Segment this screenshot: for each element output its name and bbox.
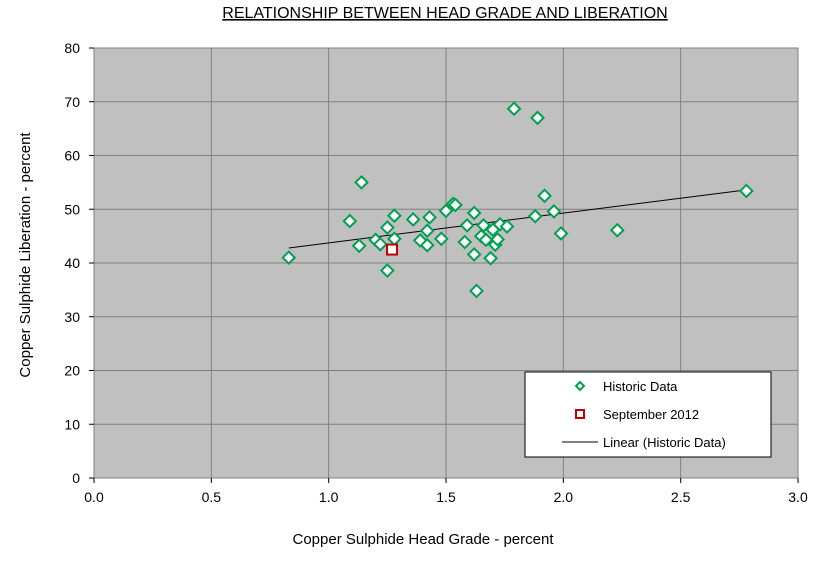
historic-data-point <box>459 217 475 233</box>
historic-data-point <box>457 234 473 250</box>
historic-data-point <box>351 238 367 254</box>
x-axis-label: Copper Sulphide Head Grade - percent <box>293 531 555 548</box>
historic-data-point <box>419 223 435 239</box>
historic-data-point <box>530 110 545 126</box>
historic-data-point <box>499 219 515 234</box>
legend-label: September 2012 <box>603 407 699 422</box>
historic-data-point <box>354 174 369 190</box>
historic-data-point <box>419 237 435 253</box>
legend-september-swatch <box>575 409 585 419</box>
x-tick-label: 0.0 <box>84 489 104 505</box>
historic-data-point <box>422 209 437 225</box>
y-tick-label: 60 <box>64 148 80 164</box>
historic-data-point <box>405 212 421 227</box>
historic-data-point <box>372 236 388 252</box>
historic-data-point <box>386 208 402 224</box>
data-points <box>281 101 754 299</box>
trend-line <box>288 189 747 249</box>
legend-box <box>524 371 772 458</box>
legend-historic-swatch <box>574 380 586 392</box>
historic-data-point <box>478 232 494 248</box>
x-tick-label: 3.0 <box>788 489 808 505</box>
y-tick-label: 10 <box>64 416 80 432</box>
september-2012-point <box>386 243 399 256</box>
x-tick-label: 1.5 <box>436 489 456 505</box>
legend-label: Linear (Historic Data) <box>603 435 726 450</box>
historic-data-point <box>379 220 395 235</box>
historic-data-point <box>546 203 562 219</box>
x-tick-label: 2.5 <box>671 489 691 505</box>
y-tick-label: 30 <box>64 309 80 325</box>
historic-data-point <box>553 226 569 241</box>
historic-data-point <box>433 231 449 247</box>
historic-data-point <box>490 231 506 247</box>
historic-data-point <box>379 263 395 278</box>
historic-data-point <box>342 213 358 229</box>
historic-data-point <box>469 283 484 299</box>
historic-data-point <box>476 217 491 233</box>
historic-data-point <box>527 208 543 224</box>
y-tick-label: 70 <box>64 94 80 110</box>
y-tick-label: 20 <box>64 363 80 379</box>
x-tick-label: 0.5 <box>202 489 222 505</box>
historic-data-point <box>537 188 552 204</box>
y-axis-label: Copper Sulphide Liberation - percent <box>17 132 34 378</box>
historic-data-point <box>483 250 499 266</box>
historic-data-point <box>609 222 625 238</box>
legend-items: Historic Data September 2012 Linear (Histo… <box>562 379 726 450</box>
historic-data-point <box>738 183 754 199</box>
historic-data-point <box>466 246 482 262</box>
y-tick-label: 0 <box>72 470 80 486</box>
legend: Historic Data September 2012 Linear (Histo… <box>524 371 772 458</box>
y-tick-label: 80 <box>64 40 80 56</box>
x-tick-label: 2.0 <box>554 489 574 505</box>
historic-data-point <box>506 101 522 117</box>
historic-data-point <box>466 205 482 221</box>
y-tick-label: 40 <box>64 255 80 271</box>
historic-data-point <box>438 203 454 219</box>
x-axis-ticks: 0.0 0.5 1.0 1.5 2.0 2.5 3.0 <box>84 478 808 505</box>
y-axis-ticks: 0 10 20 30 40 50 60 70 80 <box>64 40 94 486</box>
x-tick-label: 1.0 <box>319 489 339 505</box>
legend-label: Historic Data <box>603 379 678 394</box>
historic-data-point <box>447 197 463 213</box>
trend-line-layer <box>288 189 747 249</box>
y-tick-label: 50 <box>64 201 80 217</box>
chart-title: RELATIONSHIP BETWEEN HEAD GRADE AND LIBE… <box>222 5 667 22</box>
historic-data-point <box>281 250 297 266</box>
